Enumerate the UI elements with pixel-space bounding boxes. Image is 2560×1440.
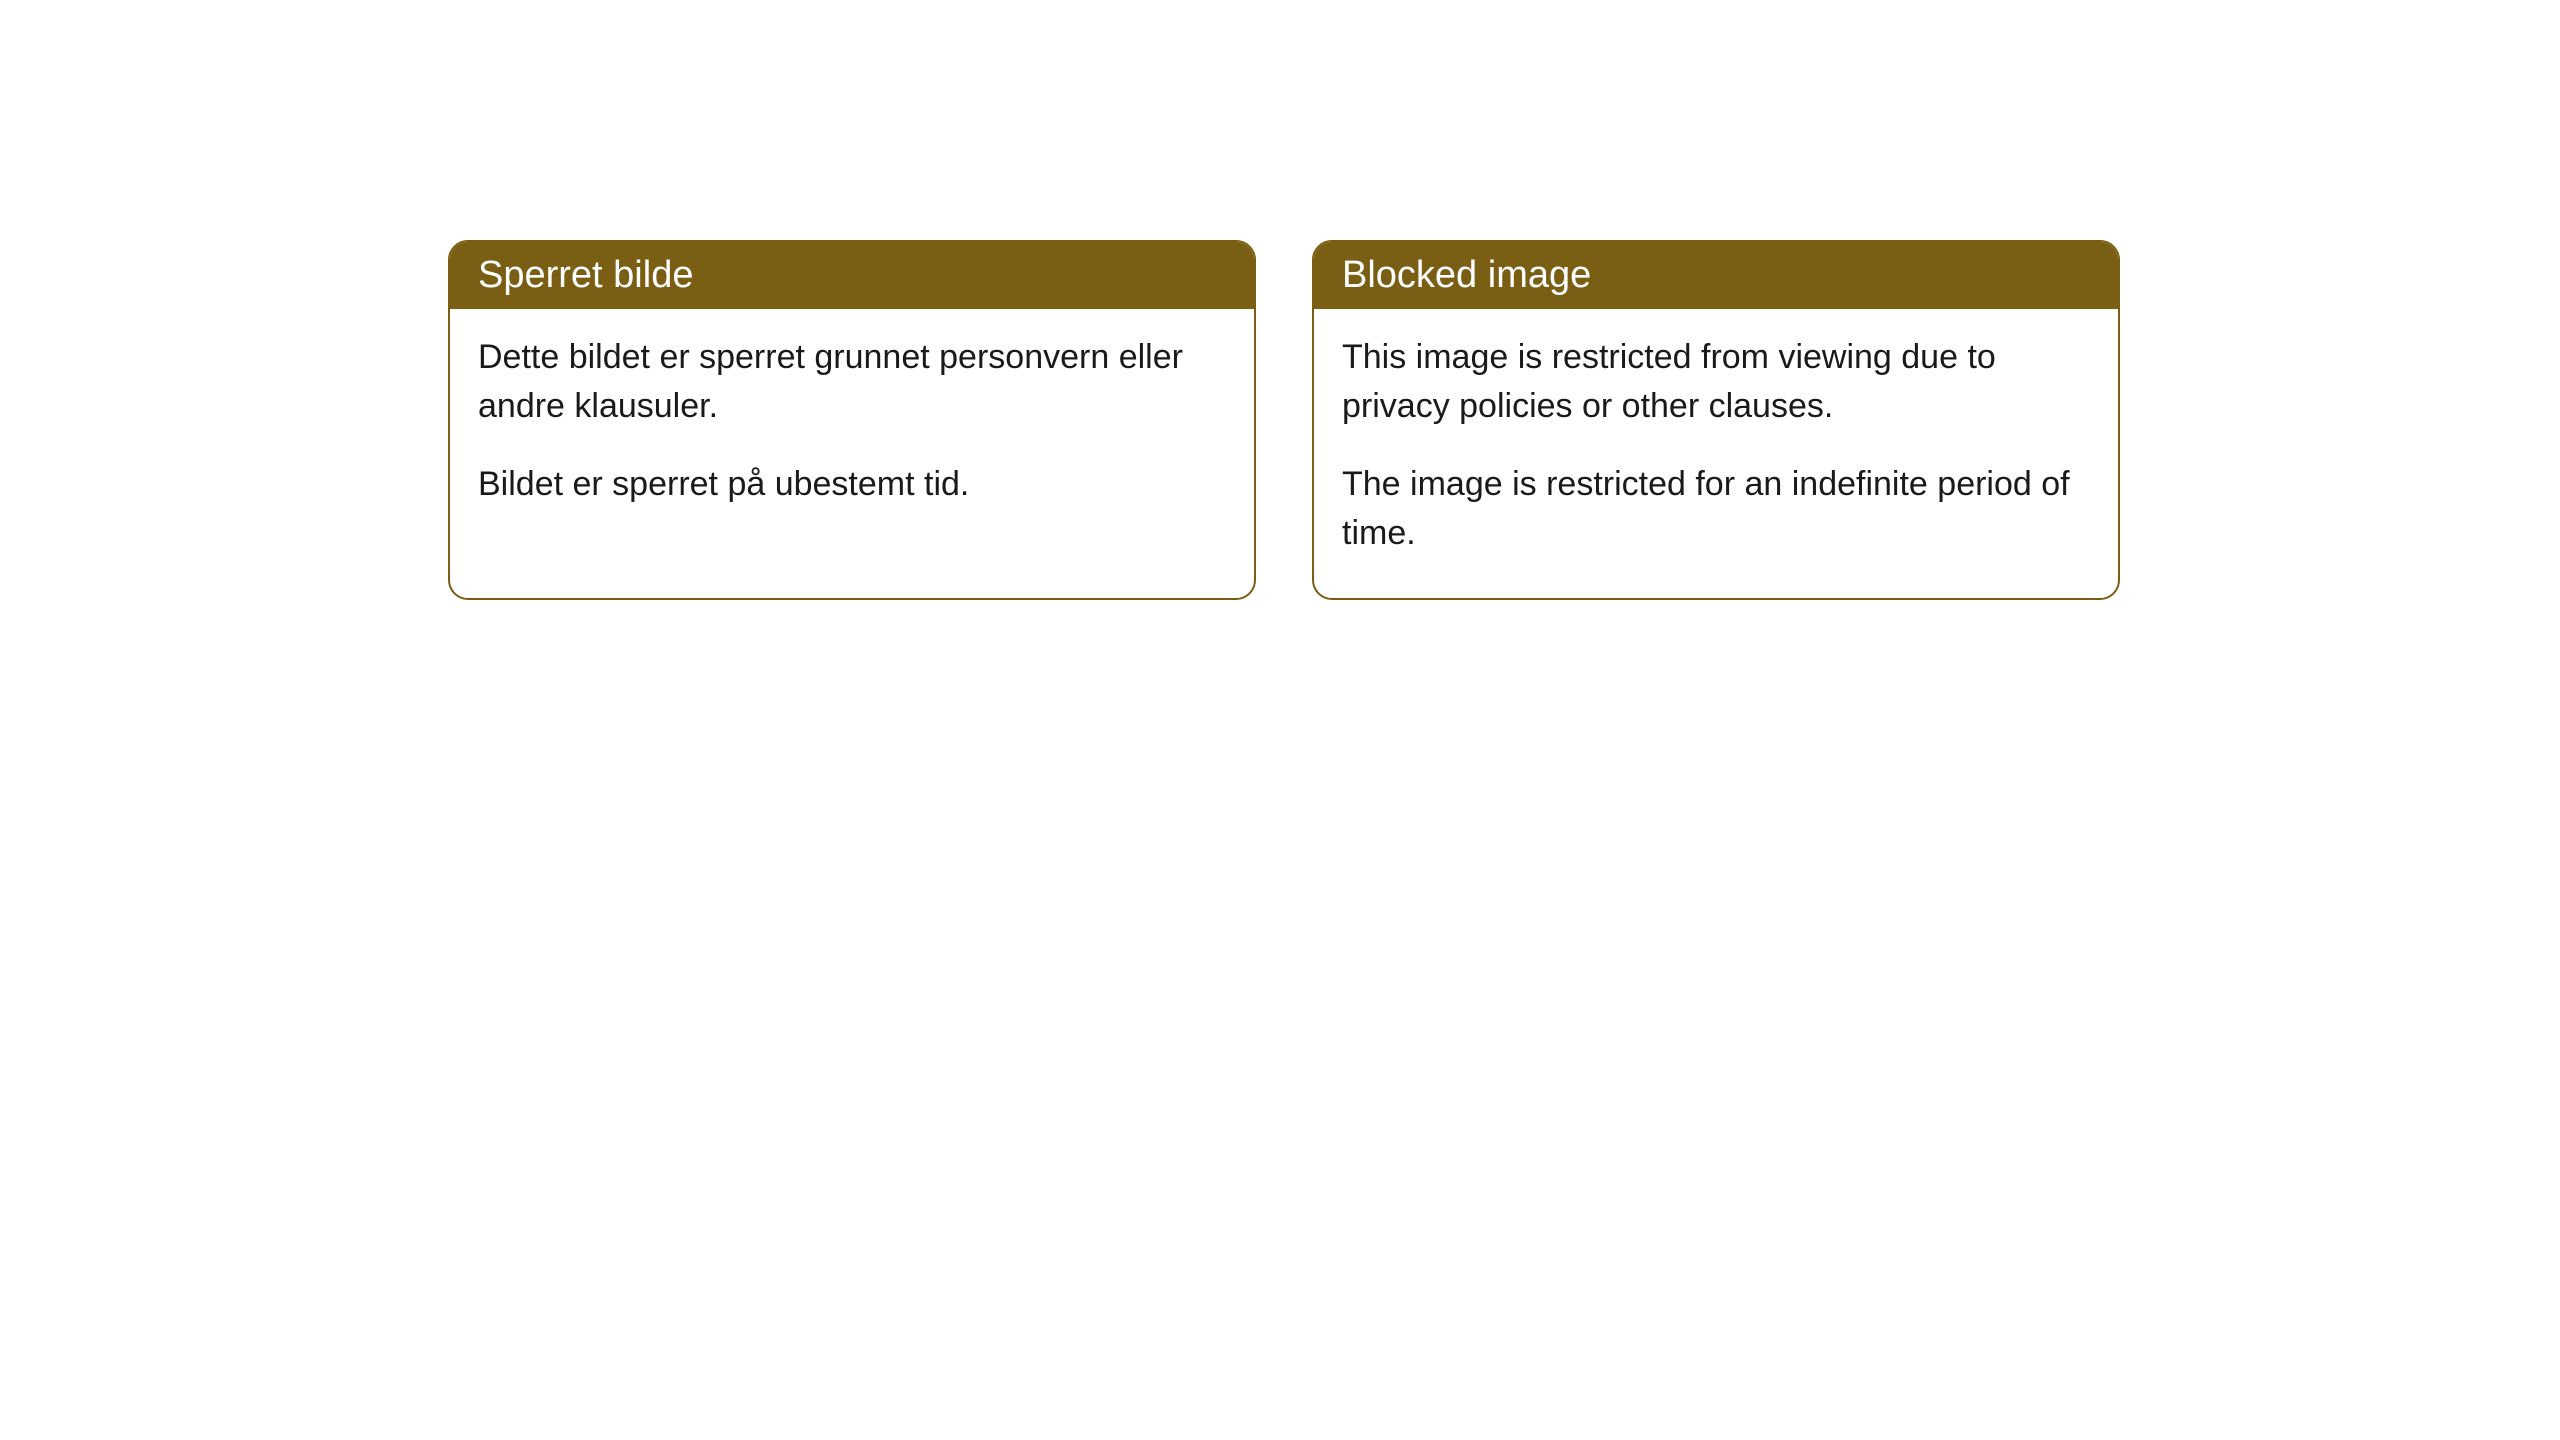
notice-card-norwegian: Sperret bilde Dette bildet er sperret gr…	[448, 240, 1256, 600]
card-paragraph: This image is restricted from viewing du…	[1342, 333, 2090, 432]
card-title: Blocked image	[1314, 242, 2118, 309]
card-body: This image is restricted from viewing du…	[1314, 309, 2118, 598]
card-paragraph: Dette bildet er sperret grunnet personve…	[478, 333, 1226, 432]
card-title: Sperret bilde	[450, 242, 1254, 309]
notice-container: Sperret bilde Dette bildet er sperret gr…	[0, 0, 2560, 600]
card-body: Dette bildet er sperret grunnet personve…	[450, 309, 1254, 549]
card-paragraph: The image is restricted for an indefinit…	[1342, 460, 2090, 559]
card-paragraph: Bildet er sperret på ubestemt tid.	[478, 460, 1226, 509]
notice-card-english: Blocked image This image is restricted f…	[1312, 240, 2120, 600]
